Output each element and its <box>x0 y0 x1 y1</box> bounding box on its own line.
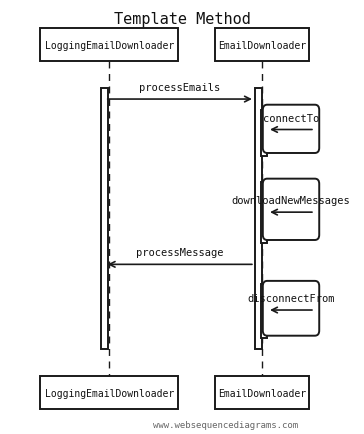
Text: EmailDownloader: EmailDownloader <box>218 388 306 398</box>
FancyBboxPatch shape <box>215 376 309 409</box>
Text: EmailDownloader: EmailDownloader <box>218 41 306 50</box>
FancyBboxPatch shape <box>215 30 309 62</box>
Text: www.websequencediagrams.com: www.websequencediagrams.com <box>153 420 298 429</box>
FancyBboxPatch shape <box>263 105 319 154</box>
FancyBboxPatch shape <box>263 281 319 336</box>
Bar <box>101 89 108 349</box>
Bar <box>255 89 262 349</box>
Text: LoggingEmailDownloader: LoggingEmailDownloader <box>44 388 174 398</box>
Text: connectTo: connectTo <box>263 113 319 123</box>
Text: disconnectFrom: disconnectFrom <box>247 293 335 303</box>
Bar <box>261 111 267 156</box>
FancyBboxPatch shape <box>40 376 178 409</box>
Bar <box>261 284 267 339</box>
Bar <box>261 182 267 243</box>
Text: LoggingEmailDownloader: LoggingEmailDownloader <box>44 41 174 50</box>
FancyBboxPatch shape <box>40 30 178 62</box>
Text: Template Method: Template Method <box>114 12 250 27</box>
Text: downloadNewMessages: downloadNewMessages <box>232 196 351 206</box>
FancyBboxPatch shape <box>263 179 319 240</box>
Text: processEmails: processEmails <box>139 83 221 93</box>
Text: processMessage: processMessage <box>136 248 223 258</box>
